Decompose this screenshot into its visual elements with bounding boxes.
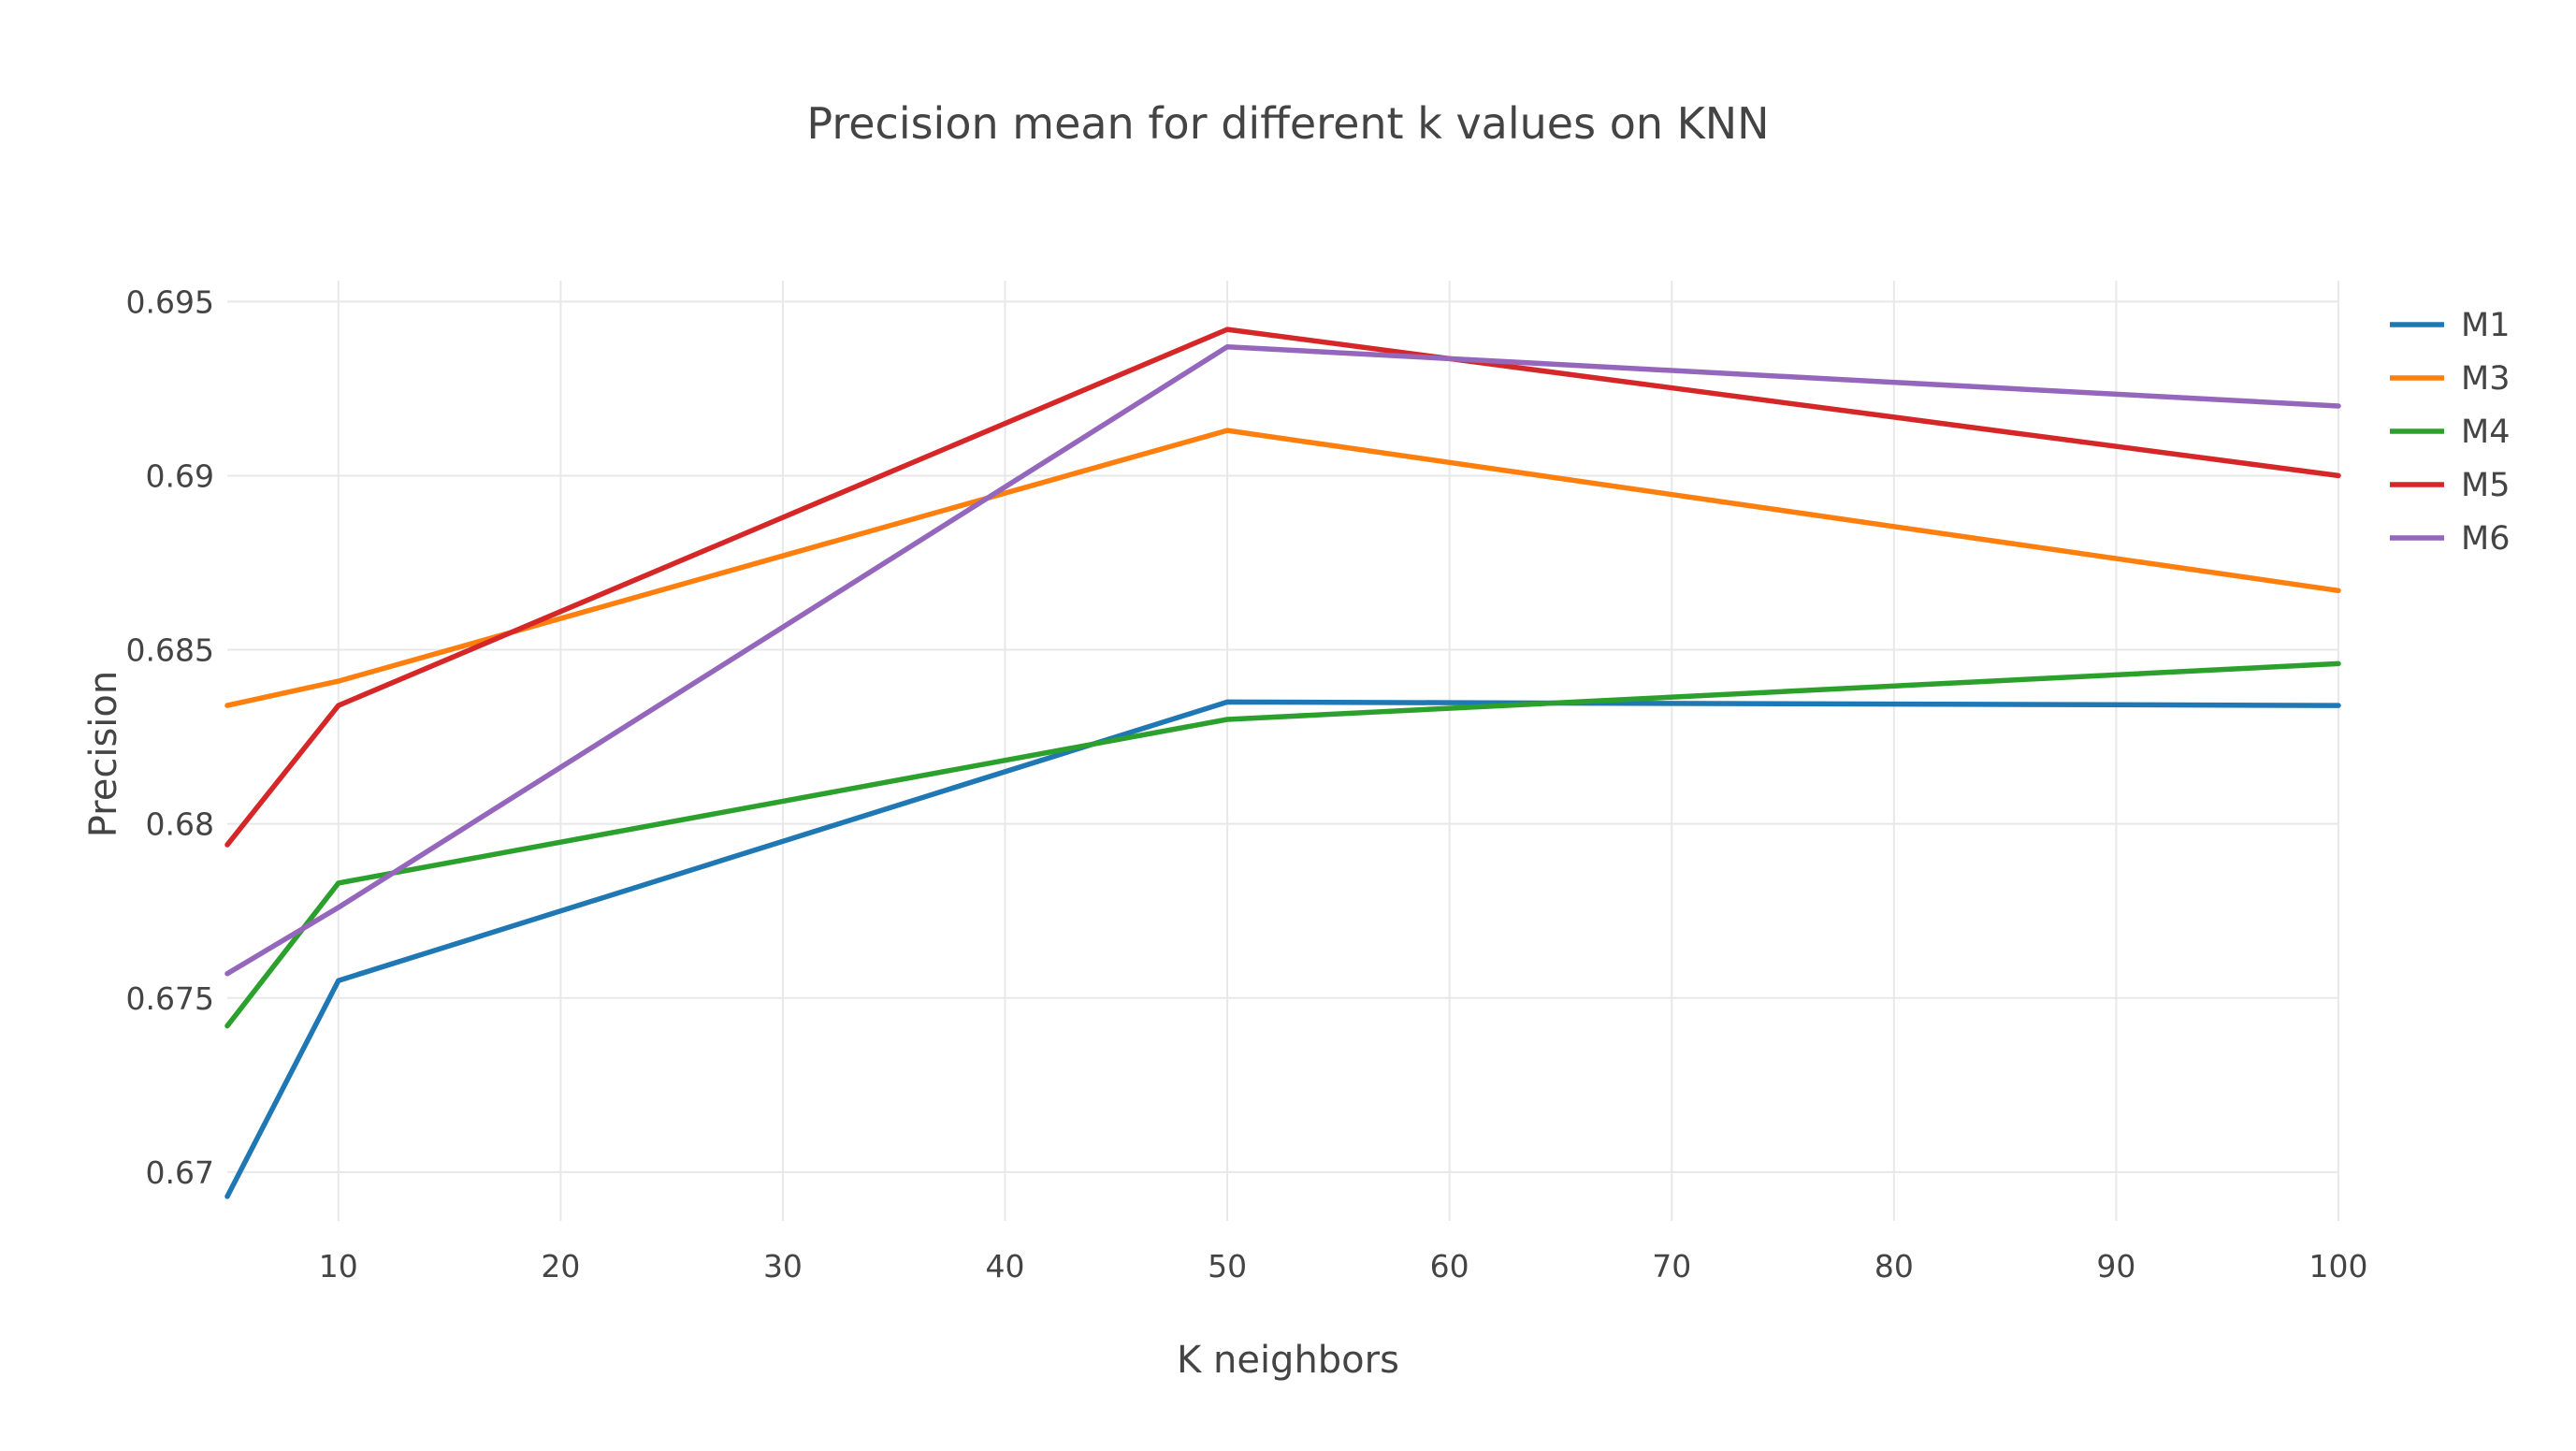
data-point-m6 xyxy=(1224,344,1230,350)
legend-item-m5[interactable]: M5 xyxy=(2390,467,2510,504)
series-line-m1 xyxy=(224,699,2341,1199)
series-line-m3 xyxy=(224,428,2341,708)
data-point-m3 xyxy=(336,678,341,684)
data-point-m1 xyxy=(1224,699,1230,704)
y-tick-label: 0.685 xyxy=(126,632,214,669)
x-tick-label: 80 xyxy=(1874,1248,1914,1284)
data-point-m1 xyxy=(224,1194,230,1199)
y-tick-label: 0.695 xyxy=(126,283,214,320)
data-point-m3 xyxy=(2336,588,2341,593)
legend-label: M1 xyxy=(2461,307,2510,344)
x-tick-label: 30 xyxy=(763,1248,803,1284)
data-point-m3 xyxy=(224,703,230,708)
y-tick-label: 0.69 xyxy=(146,457,214,494)
series-layer xyxy=(224,326,2341,1199)
x-tick-label: 100 xyxy=(2309,1248,2368,1284)
legend-label: M4 xyxy=(2461,414,2510,451)
x-tick-label: 50 xyxy=(1208,1248,1247,1284)
series-line-m6 xyxy=(224,343,2341,977)
data-point-m4 xyxy=(336,880,341,886)
data-point-m1 xyxy=(2336,703,2341,708)
data-point-m3 xyxy=(1224,428,1230,433)
legend-label: M5 xyxy=(2461,467,2510,504)
x-tick-label: 40 xyxy=(986,1248,1025,1284)
x-tick-label: 70 xyxy=(1652,1248,1691,1284)
data-point-m5 xyxy=(1224,326,1230,332)
series-line-m4 xyxy=(224,660,2341,1029)
chart-title: Precision mean for different k values on… xyxy=(806,98,1769,149)
legend-item-m1[interactable]: M1 xyxy=(2390,307,2510,344)
data-point-m5 xyxy=(2336,472,2341,478)
data-point-m4 xyxy=(1224,717,1230,722)
x-tick-label: 20 xyxy=(541,1248,580,1284)
y-tick-label: 0.67 xyxy=(146,1154,214,1191)
legend: M1 M3 M4 M5 M6 xyxy=(2390,307,2510,558)
y-tick-label: 0.68 xyxy=(146,806,214,843)
data-point-m6 xyxy=(336,905,341,910)
axis-layer: 10 20 30 40 50 60 70 80 90 100 0.67 0.675 0.68 0.685 0… xyxy=(126,283,2368,1284)
legend-item-m4[interactable]: M4 xyxy=(2390,414,2510,451)
data-point-m5 xyxy=(336,703,341,708)
y-axis-title: Precision xyxy=(82,671,125,837)
data-point-m5 xyxy=(224,842,230,848)
legend-item-m6[interactable]: M6 xyxy=(2390,520,2510,558)
legend-label: M6 xyxy=(2461,520,2510,558)
data-point-m4 xyxy=(2336,660,2341,666)
grid-layer xyxy=(227,281,2339,1221)
series-line-m5 xyxy=(224,326,2341,848)
legend-item-m3[interactable]: M3 xyxy=(2390,360,2510,398)
x-tick-label: 60 xyxy=(1430,1248,1469,1284)
y-tick-label: 0.675 xyxy=(126,980,214,1017)
x-axis-title: K neighbors xyxy=(1177,1339,1399,1382)
data-point-m1 xyxy=(336,978,341,983)
x-tick-label: 10 xyxy=(319,1248,358,1284)
data-point-m6 xyxy=(2336,403,2341,409)
legend-label: M3 xyxy=(2461,360,2510,398)
data-point-m4 xyxy=(224,1023,230,1029)
x-tick-label: 90 xyxy=(2096,1248,2135,1284)
data-point-m6 xyxy=(224,971,230,977)
